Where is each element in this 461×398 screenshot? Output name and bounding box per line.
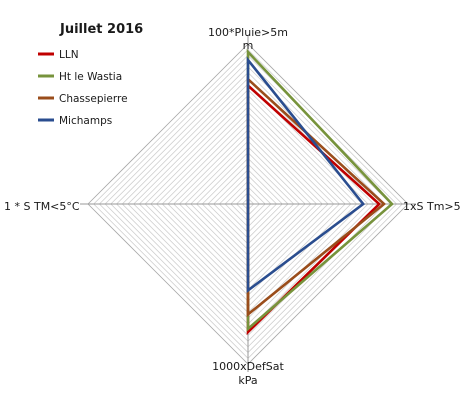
legend-label-michamps: Michamps [59, 115, 112, 127]
series-layer [246, 48, 394, 336]
series-line-michamps [246, 56, 366, 293]
axis-label-bottom-line-2: kPa [238, 374, 257, 387]
legend-label-chassepierre: Chassepierre [59, 93, 128, 105]
label-layer: Juillet 2016 100*Pluie>5m m 1xS Tm>5°C 1… [4, 22, 461, 387]
legend-label-lln: LLN [59, 49, 79, 61]
axis-label-left: 1 * S TM<5°C [4, 200, 80, 213]
chart-title: Juillet 2016 [59, 22, 143, 37]
axis-label-top-line-1: 100*Pluie>5m [208, 26, 288, 39]
axis-label-right: 1xS Tm>5°C [403, 200, 461, 213]
legend-label-ht-le-wastia: Ht le Wastia [59, 71, 122, 83]
legend: LLN Ht le Wastia Chassepierre Michamps [38, 49, 128, 127]
axis-label-top-line-2: m [243, 39, 254, 52]
axis-label-bottom-line-1: 1000xDefSat [212, 360, 284, 373]
